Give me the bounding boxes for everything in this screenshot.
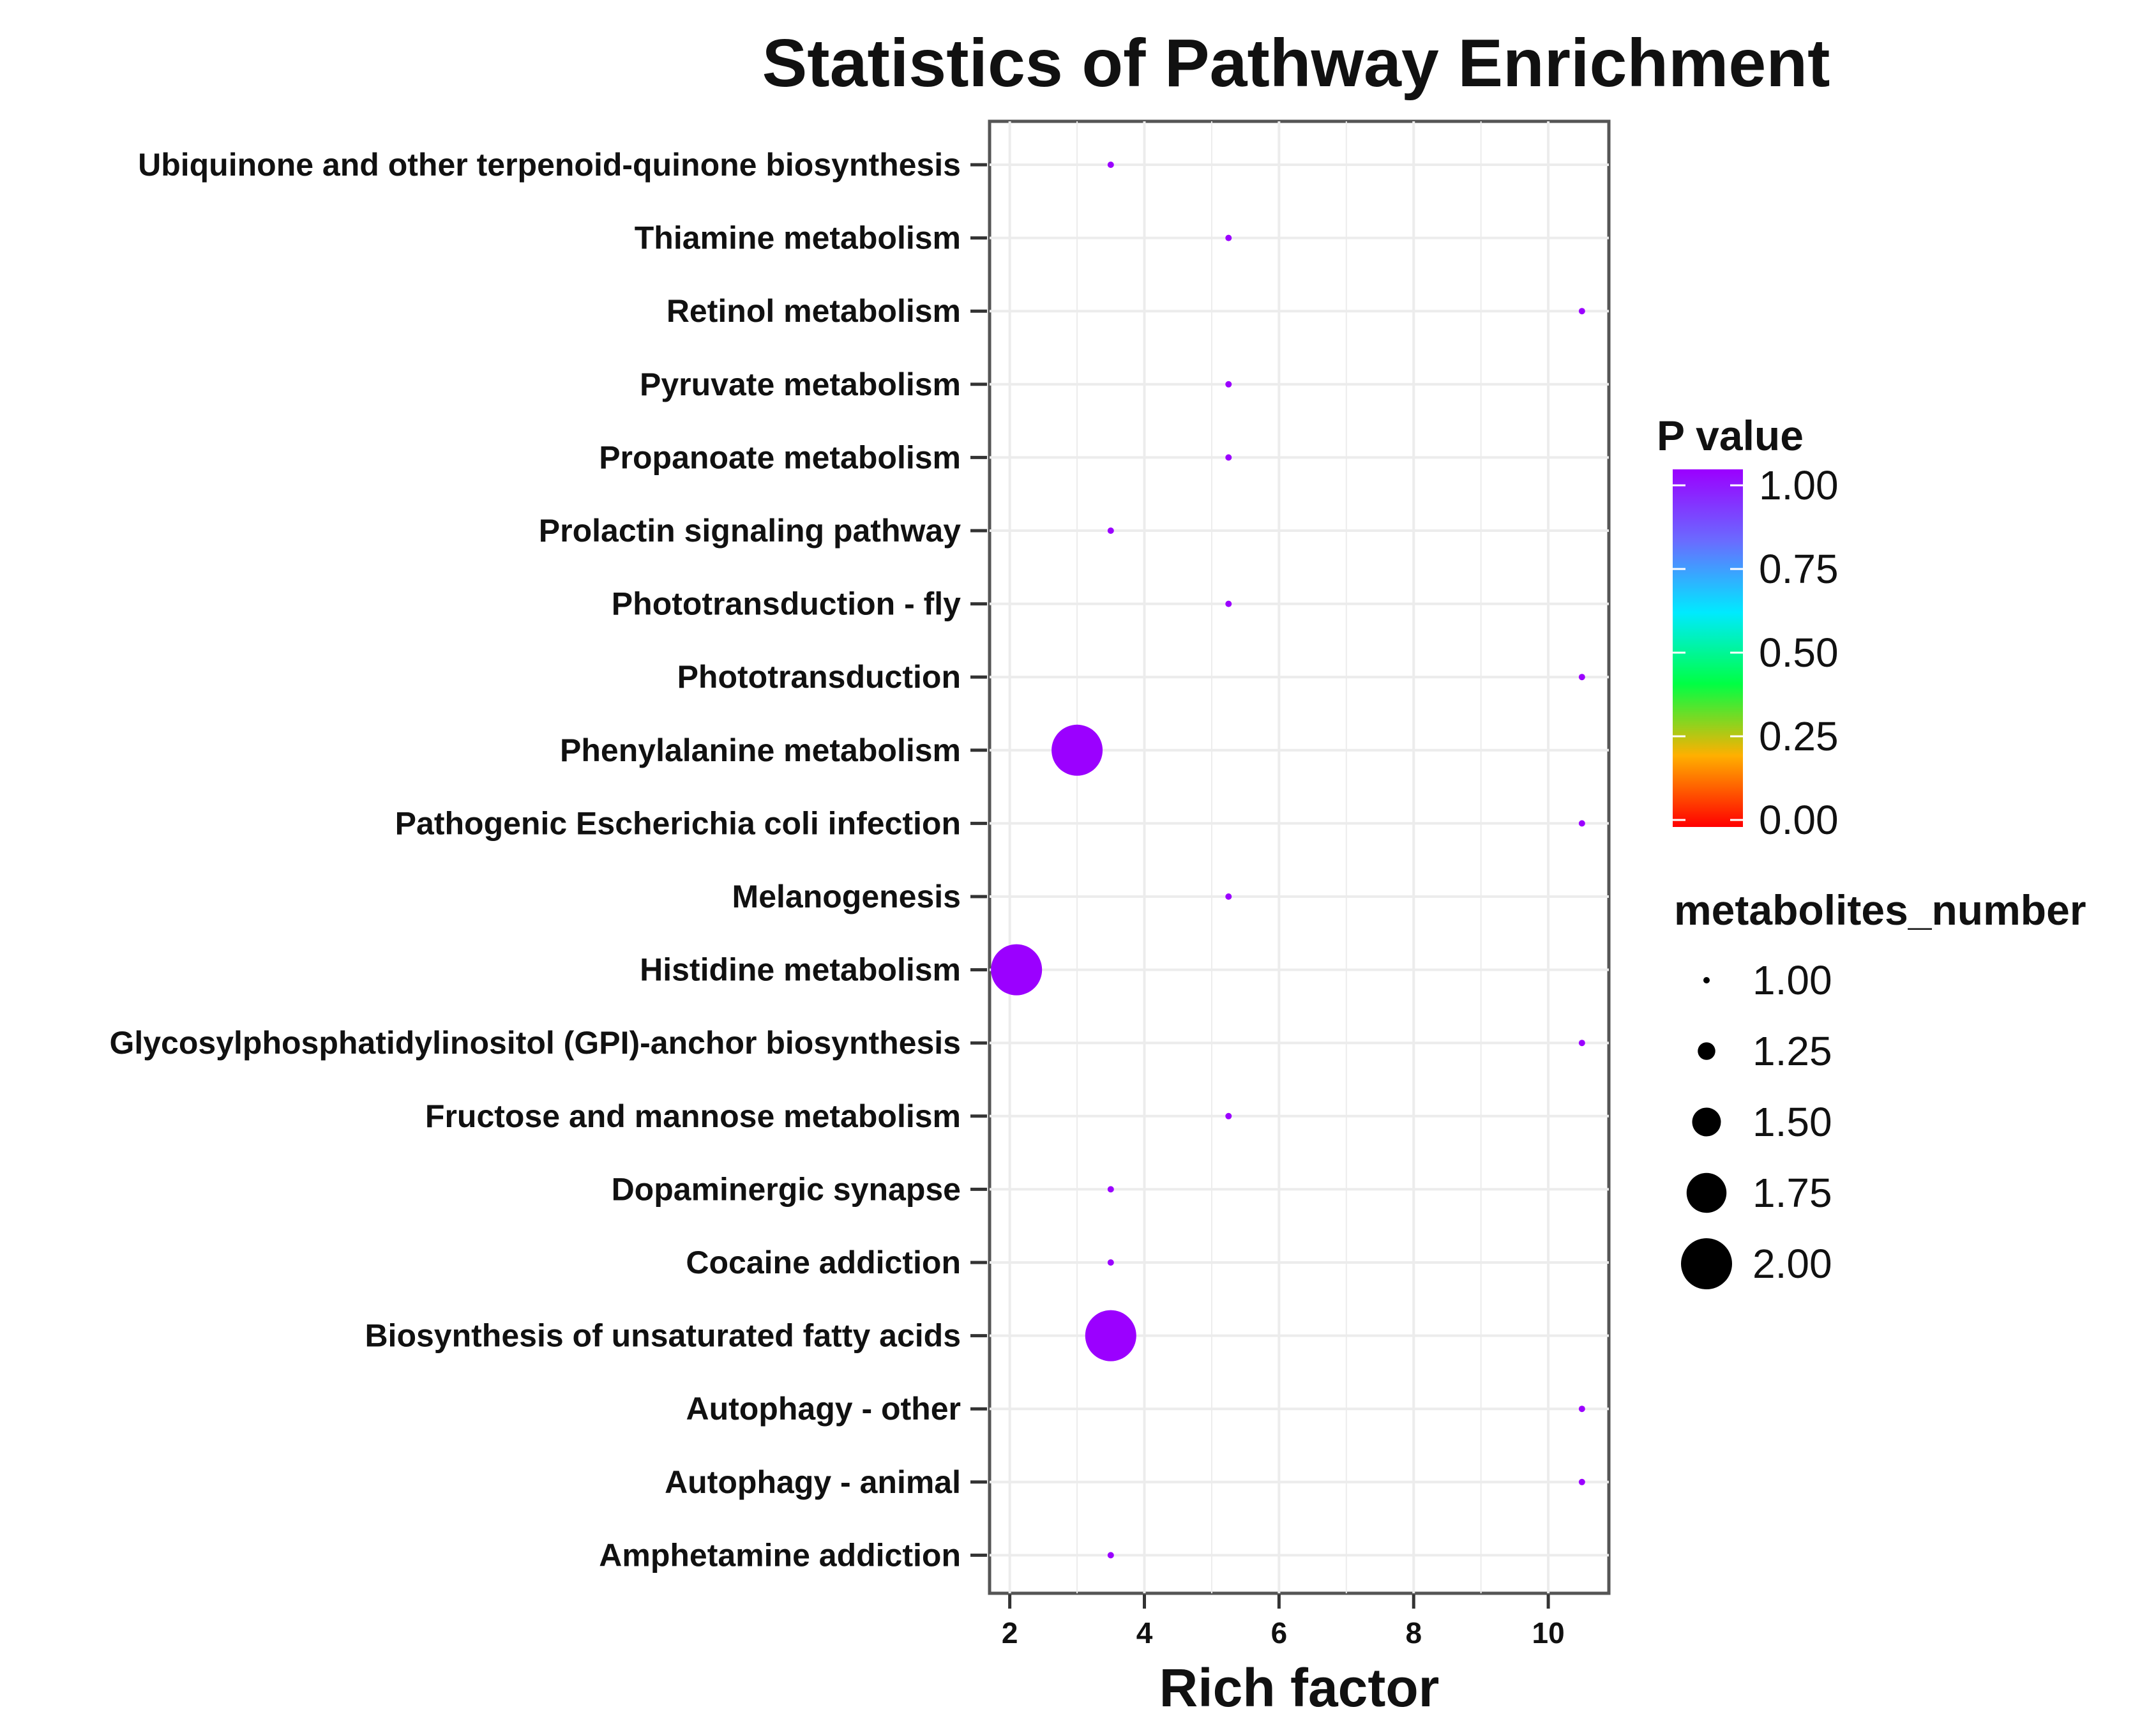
point-amphetamine-addiction xyxy=(1107,1552,1114,1559)
y-tick-label-phenylalanine-metabolism: Phenylalanine metabolism xyxy=(560,732,961,768)
size-legend-label: 2.00 xyxy=(1753,1241,1832,1287)
size-legend-title: metabolites_number xyxy=(1674,886,2086,934)
x-tick-label: 8 xyxy=(1405,1616,1422,1649)
size-legend-key xyxy=(1703,977,1710,983)
point-autophagy-animal xyxy=(1578,1478,1585,1485)
point-retinol-metabolism xyxy=(1578,308,1585,315)
point-phototransduction xyxy=(1578,674,1585,681)
point-thiamine-metabolism xyxy=(1225,234,1232,241)
point-propanoate-metabolism xyxy=(1225,454,1232,461)
x-tick-label: 2 xyxy=(1002,1616,1018,1649)
p-value-legend-label: 0.75 xyxy=(1759,546,1839,592)
point-phototransduction-fly xyxy=(1225,600,1232,607)
y-tick-label-glycosylphosphatidylinositol-gpi-anchor-biosynthesis: Glycosylphosphatidylinositol (GPI)-ancho… xyxy=(109,1025,961,1061)
size-legend-label: 1.25 xyxy=(1753,1028,1832,1074)
size-legend-key xyxy=(1698,1042,1715,1060)
y-tick-label-thiamine-metabolism: Thiamine metabolism xyxy=(635,220,961,256)
p-value-legend-label: 1.00 xyxy=(1759,462,1839,508)
point-histidine-metabolism xyxy=(991,944,1043,996)
size-legend-label: 1.75 xyxy=(1753,1170,1832,1216)
y-axis-labels: Ubiquinone and other terpenoid-quinone b… xyxy=(109,147,987,1573)
point-biosynthesis-of-unsaturated-fatty-acids xyxy=(1085,1310,1136,1361)
point-glycosylphosphatidylinositol-gpi-anchor-biosynthesis xyxy=(1578,1040,1585,1047)
point-fructose-and-mannose-metabolism xyxy=(1225,1112,1232,1119)
point-ubiquinone-and-other-terpenoid-quinone-biosynthesis xyxy=(1107,162,1114,168)
x-tick-label: 10 xyxy=(1532,1616,1565,1649)
point-pathogenic-escherichia-coli-infection xyxy=(1578,820,1585,827)
p-value-legend: P value 1.00 0.75 0.50 0.25 0.00 xyxy=(1657,412,1839,843)
point-phenylalanine-metabolism xyxy=(1052,724,1103,776)
y-tick-label-histidine-metabolism: Histidine metabolism xyxy=(640,952,961,988)
point-pyruvate-metabolism xyxy=(1225,381,1232,388)
y-tick-label-ubiquinone-and-other-terpenoid-quinone-biosynthesis: Ubiquinone and other terpenoid-quinone b… xyxy=(138,147,961,183)
point-prolactin-signaling-pathway xyxy=(1107,527,1114,534)
y-tick-label-phototransduction: Phototransduction xyxy=(677,659,961,695)
point-melanogenesis xyxy=(1225,893,1232,900)
y-tick-label-propanoate-metabolism: Propanoate metabolism xyxy=(599,439,961,475)
x-axis: 2 4 6 8 10 xyxy=(1002,1595,1565,1649)
x-tick-label: 4 xyxy=(1136,1616,1153,1649)
y-tick-label-phototransduction-fly: Phototransduction - fly xyxy=(612,586,961,622)
data-points xyxy=(991,162,1585,1559)
y-tick-label-autophagy-animal: Autophagy - animal xyxy=(665,1464,961,1500)
y-tick-label-retinol-metabolism: Retinol metabolism xyxy=(667,293,961,329)
point-cocaine-addiction xyxy=(1107,1259,1114,1266)
chart-title: Statistics of Pathway Enrichment xyxy=(762,26,1830,101)
x-axis-title: Rich factor xyxy=(1159,1658,1440,1718)
point-dopaminergic-synapse xyxy=(1107,1186,1114,1193)
size-legend-key xyxy=(1686,1172,1727,1213)
y-tick-label-fructose-and-mannose-metabolism: Fructose and mannose metabolism xyxy=(425,1098,961,1134)
size-legend-key xyxy=(1681,1238,1732,1289)
p-value-colorbar xyxy=(1673,469,1743,827)
y-tick-label-melanogenesis: Melanogenesis xyxy=(732,879,961,914)
x-tick-label: 6 xyxy=(1271,1616,1288,1649)
p-value-legend-label: 0.00 xyxy=(1759,797,1839,843)
size-legend-key xyxy=(1692,1107,1721,1137)
size-legend-label: 1.00 xyxy=(1753,957,1832,1003)
plot-panel xyxy=(988,119,1611,1595)
y-tick-label-biosynthesis-of-unsaturated-fatty-acids: Biosynthesis of unsaturated fatty acids xyxy=(365,1318,961,1354)
y-tick-label-amphetamine-addiction: Amphetamine addiction xyxy=(599,1537,961,1573)
grid xyxy=(990,121,1609,1593)
y-tick-label-pathogenic-escherichia-coli-infection: Pathogenic Escherichia coli infection xyxy=(395,805,961,841)
p-value-legend-title: P value xyxy=(1657,412,1804,459)
y-tick-label-pyruvate-metabolism: Pyruvate metabolism xyxy=(640,367,961,402)
size-legend-label: 1.50 xyxy=(1753,1099,1832,1145)
p-value-legend-label: 0.50 xyxy=(1759,630,1839,676)
y-tick-label-cocaine-addiction: Cocaine addiction xyxy=(686,1245,961,1280)
metabolites-number-legend: metabolites_number 1.00 1.25 1.50 1.75 2.00 xyxy=(1674,886,2086,1289)
y-tick-label-prolactin-signaling-pathway: Prolactin signaling pathway xyxy=(539,513,961,549)
y-tick-label-dopaminergic-synapse: Dopaminergic synapse xyxy=(612,1171,961,1207)
point-autophagy-other xyxy=(1578,1406,1585,1413)
y-tick-label-autophagy-other: Autophagy - other xyxy=(686,1391,961,1427)
p-value-legend-label: 0.25 xyxy=(1759,713,1839,759)
